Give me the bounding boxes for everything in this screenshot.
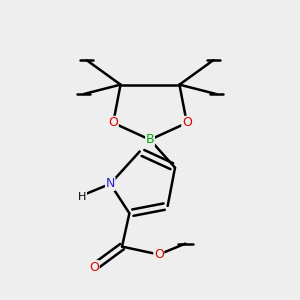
Text: O: O: [182, 116, 192, 129]
Text: O: O: [108, 116, 118, 129]
Text: O: O: [154, 248, 164, 261]
Text: H: H: [78, 191, 86, 202]
Text: N: N: [106, 177, 115, 190]
Text: B: B: [146, 133, 154, 146]
Text: O: O: [89, 261, 99, 274]
